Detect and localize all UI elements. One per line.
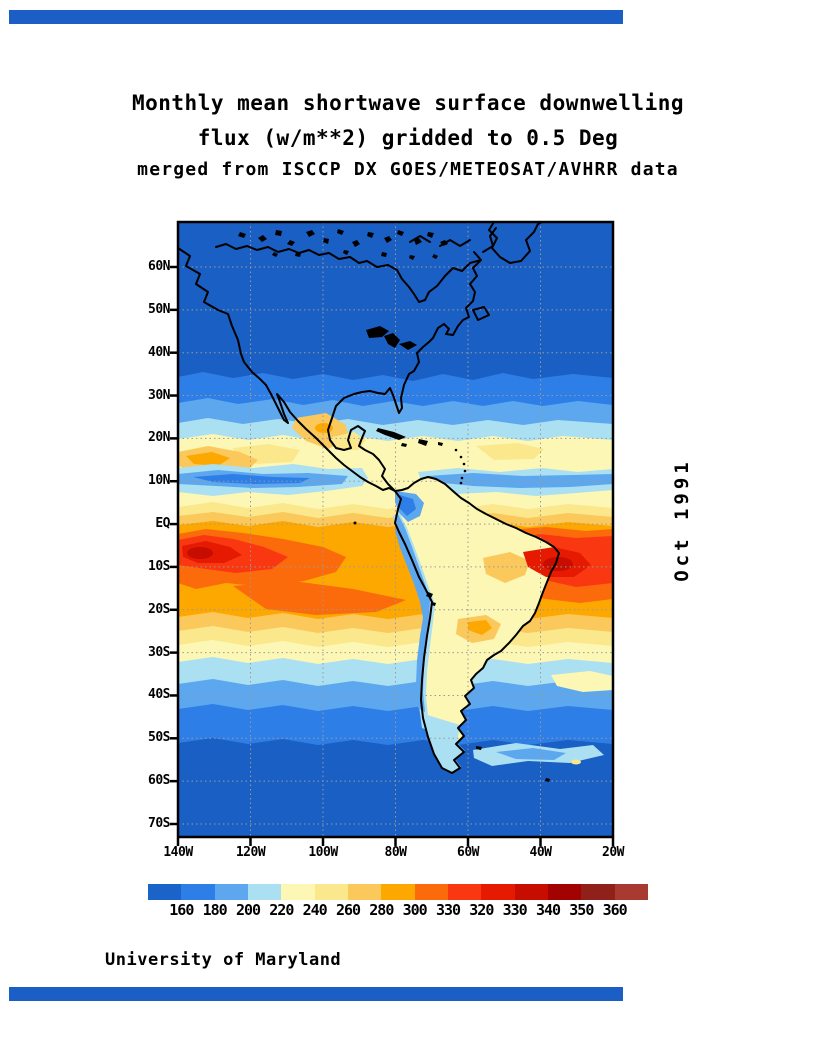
colorbar-segment — [481, 884, 515, 900]
flux-color-field — [178, 222, 613, 837]
lon-tick-label: 80W — [384, 845, 407, 860]
map-frame — [176, 220, 615, 839]
flux-map — [170, 220, 615, 846]
longitude-axis: 140W 120W 100W 80W 60W 40W 20W — [163, 845, 624, 865]
lat-tick-label: 70S — [148, 815, 170, 831]
lon-tick-label: 140W — [163, 845, 193, 860]
lon-tick-label: 100W — [308, 845, 338, 860]
lat-tick-label: 50N — [148, 301, 170, 317]
lat-tick-label: 40N — [148, 344, 170, 360]
colorbar-segment — [448, 884, 482, 900]
lat-tick-label: 20S — [148, 601, 170, 617]
lat-tick-label: 20N — [148, 430, 170, 446]
colorbar-segment — [148, 884, 182, 900]
lat-tick-label: 10N — [148, 473, 170, 489]
credit-text: University of Maryland — [105, 950, 342, 970]
colorbar-segment — [314, 884, 348, 900]
axis-tick-marks — [170, 265, 615, 846]
colorbar-value-label: 350 — [569, 901, 594, 919]
colorbar-value-label: 340 — [535, 901, 561, 919]
lat-tick-label: EQ — [155, 516, 170, 532]
colorbar-segment — [581, 884, 615, 900]
colorbar-value-label: 160 — [169, 901, 194, 919]
colorbar-segment — [214, 884, 248, 900]
colorbar-segment — [348, 884, 382, 900]
lon-tick-label: 60W — [457, 845, 479, 860]
islands-and-lakes — [238, 229, 550, 782]
colorbar-value-label: 260 — [335, 901, 361, 919]
colorbar-value-label: 280 — [369, 901, 394, 919]
coastlines — [178, 222, 560, 774]
title-line2: flux (w/m**2) gridded to 0.5 Deg — [197, 126, 619, 150]
colorbar-value-label: 330 — [435, 901, 461, 919]
lon-tick-label: 20W — [602, 845, 624, 860]
lat-tick-label: 10S — [148, 558, 170, 574]
colorbar-value-label: 360 — [602, 901, 628, 919]
lon-tick-label: 40W — [529, 845, 552, 860]
colorbar-segment — [414, 884, 448, 900]
colorbar-labels: 160 180 200 220 240 260 280 300 330 320 330 340 350 3… — [148, 901, 648, 919]
lon-tick-label: 120W — [235, 845, 266, 860]
colorbar-segment — [614, 884, 648, 900]
date-label: Oct 1991 — [671, 458, 693, 582]
colorbar-segment — [514, 884, 548, 900]
title-line1: Monthly mean shortwave surface downwelli… — [131, 91, 684, 115]
colorbar-value-label: 320 — [469, 901, 494, 919]
plot-title-block: Monthly mean shortwave surface downwelli… — [0, 86, 816, 180]
colorbar — [148, 884, 648, 900]
colorbar-segment — [548, 884, 582, 900]
colorbar-segment — [181, 884, 215, 900]
lat-tick-label: 60N — [148, 259, 170, 274]
bottom-border-bar — [9, 987, 623, 1001]
lat-tick-label: 30N — [148, 387, 170, 403]
lat-tick-label: 40S — [148, 687, 170, 703]
colorbar-value-label: 200 — [235, 901, 261, 919]
lat-tick-label: 50S — [148, 730, 170, 746]
colorbar-value-label: 180 — [202, 901, 228, 919]
latitude-axis: 60N 50N 40N 30N 20N 10N EQ 10S 20S 30S 40S 50S 60S 70… — [118, 222, 170, 837]
colorbar-value-label: 300 — [402, 901, 428, 919]
colorbar-value-label: 330 — [502, 901, 528, 919]
colorbar-segment — [381, 884, 415, 900]
colorbar-segment — [248, 884, 282, 900]
colorbar-value-label: 220 — [269, 901, 294, 919]
top-border-bar — [9, 10, 623, 24]
lat-tick-label: 60S — [148, 773, 170, 789]
lat-tick-label: 30S — [148, 644, 170, 660]
title-line3: merged from ISCCP DX GOES/METEOSAT/AVHRR… — [137, 159, 679, 180]
colorbar-value-label: 240 — [302, 901, 328, 919]
colorbar-segment — [281, 884, 315, 900]
